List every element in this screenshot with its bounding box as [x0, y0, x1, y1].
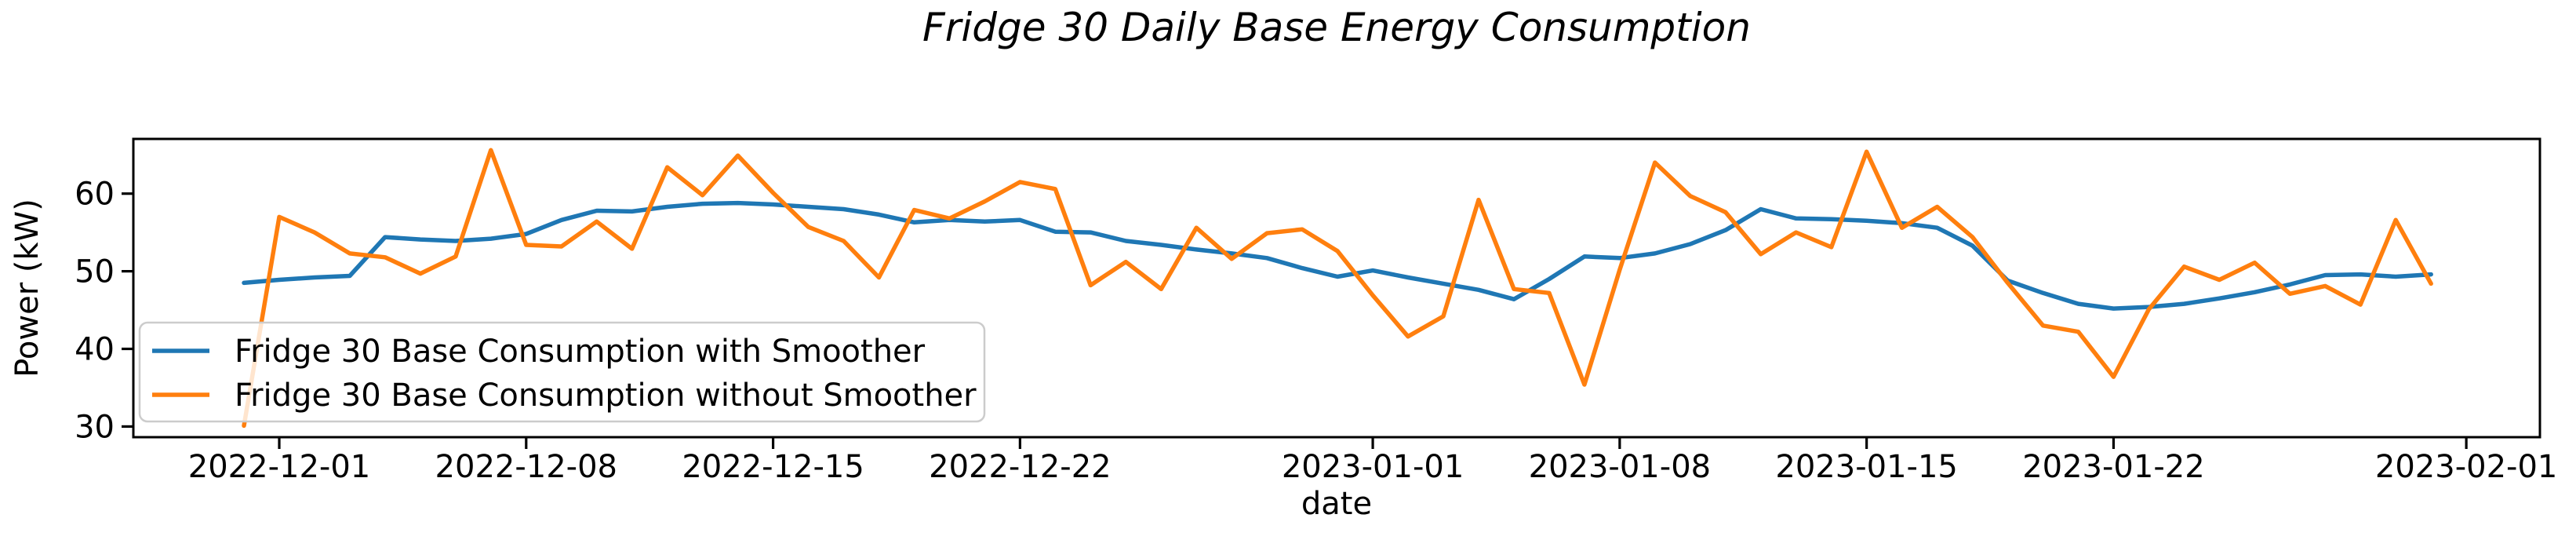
plot-frame — [132, 137, 2541, 439]
x-tick-label: 2022-12-08 — [435, 449, 617, 485]
x-tick-label: 2023-01-15 — [1775, 449, 1957, 485]
x-tick-label: 2022-12-01 — [188, 449, 370, 485]
y-axis-label: Power (kW) — [9, 199, 45, 378]
x-tick-label: 2023-01-01 — [1282, 449, 1464, 485]
x-tick-label: 2023-01-08 — [1529, 449, 1711, 485]
y-axis: 30 40 50 60 — [75, 177, 133, 445]
x-tick-label: 2022-12-15 — [682, 449, 864, 485]
legend: Fridge 30 Base Consumption with Smoother… — [138, 321, 986, 423]
legend-label-with-smoother: Fridge 30 Base Consumption with Smoother — [235, 334, 926, 370]
y-tick-label: 60 — [75, 177, 115, 213]
legend-label-without-smoother: Fridge 30 Base Consumption without Smoot… — [235, 378, 977, 414]
x-axis-label: date — [1301, 486, 1372, 522]
x-axis: 2022-12-01 2022-12-08 2022-12-15 2022-12-22… — [188, 437, 2557, 485]
y-tick-label: 50 — [75, 254, 115, 290]
y-tick-label: 40 — [75, 332, 115, 368]
x-tick-label: 2023-01-22 — [2022, 449, 2204, 485]
x-tick-label: 2023-02-01 — [2375, 449, 2557, 485]
series-lines — [242, 148, 2433, 429]
series-line-without-smoother — [242, 148, 2433, 429]
legend-box — [138, 321, 986, 423]
series-line-with-smoother — [242, 200, 2433, 311]
x-tick-label: 2022-12-22 — [929, 449, 1111, 485]
y-tick-label: 30 — [75, 409, 115, 445]
chart-title: Fridge 30 Daily Base Energy Consumption — [922, 5, 1751, 50]
